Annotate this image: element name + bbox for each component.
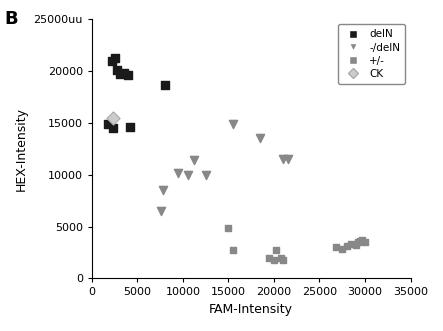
-/delN bbox=[229, 121, 237, 126]
+/- bbox=[272, 248, 280, 253]
delN bbox=[111, 56, 118, 61]
-/delN bbox=[202, 172, 209, 177]
-/delN bbox=[184, 172, 191, 177]
delN bbox=[127, 124, 134, 129]
delN bbox=[161, 83, 168, 88]
Y-axis label: HEX-Intensity: HEX-Intensity bbox=[15, 107, 28, 191]
delN bbox=[105, 121, 112, 126]
+/- bbox=[354, 239, 361, 245]
+/- bbox=[359, 237, 366, 243]
-/delN bbox=[280, 157, 287, 162]
Text: B: B bbox=[4, 10, 18, 28]
+/- bbox=[343, 244, 350, 249]
delN bbox=[120, 70, 127, 75]
+/- bbox=[352, 243, 359, 248]
+/- bbox=[225, 225, 232, 230]
+/- bbox=[357, 238, 364, 244]
+/- bbox=[266, 255, 273, 260]
X-axis label: FAM-Intensity: FAM-Intensity bbox=[209, 303, 293, 316]
-/delN bbox=[158, 208, 165, 213]
delN bbox=[109, 58, 116, 63]
-/delN bbox=[190, 158, 198, 163]
-/delN bbox=[257, 136, 264, 141]
+/- bbox=[270, 257, 277, 262]
delN bbox=[109, 125, 117, 131]
delN bbox=[117, 71, 124, 77]
+/- bbox=[348, 242, 355, 247]
delN bbox=[125, 72, 132, 78]
delN bbox=[113, 67, 120, 72]
+/- bbox=[332, 245, 339, 250]
+/- bbox=[229, 248, 237, 253]
+/- bbox=[361, 239, 369, 245]
-/delN bbox=[159, 188, 167, 193]
+/- bbox=[278, 255, 285, 260]
-/delN bbox=[284, 157, 291, 162]
Legend: delN, -/delN, +/-, CK: delN, -/delN, +/-, CK bbox=[338, 24, 405, 84]
+/- bbox=[339, 247, 346, 252]
+/- bbox=[280, 257, 287, 262]
-/delN bbox=[175, 170, 182, 175]
CK bbox=[109, 115, 117, 120]
